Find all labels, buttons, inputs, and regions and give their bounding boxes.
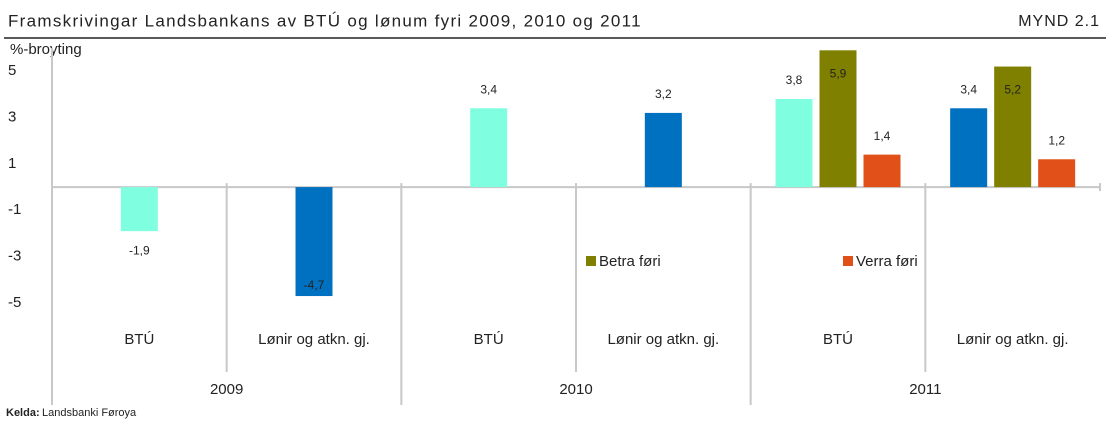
y-tick-label: -5 <box>8 294 21 311</box>
y-tick-label: -1 <box>8 201 21 218</box>
data-label: -1,9 <box>129 243 150 257</box>
x-tick-label: BTÚ <box>823 331 853 348</box>
x-tick-label: Lønir og atkn. gj. <box>957 331 1069 348</box>
source: Landsbanki Føroya <box>42 407 137 419</box>
data-label: 3,4 <box>480 82 497 96</box>
y-tick-label: 1 <box>8 155 16 172</box>
bar <box>950 108 988 188</box>
legend-swatch <box>586 256 596 266</box>
data-label: 5,9 <box>830 66 847 80</box>
x-group-label: 2010 <box>559 381 592 398</box>
data-label: 3,4 <box>960 82 977 96</box>
bar <box>120 187 158 232</box>
legend-swatch <box>843 256 853 266</box>
data-label: 3,2 <box>655 87 672 101</box>
bar <box>819 50 857 188</box>
x-tick-label: BTÚ <box>124 331 154 348</box>
data-label: 1,2 <box>1048 133 1065 147</box>
bar <box>775 99 813 188</box>
x-group-label: 2009 <box>210 381 243 398</box>
data-label: 3,8 <box>786 73 803 87</box>
bar <box>994 66 1032 188</box>
legend-label: Betra føri <box>599 253 661 270</box>
x-group-label: 2011 <box>909 381 941 398</box>
figure-label: MYND 2.1 <box>1018 13 1100 30</box>
y-tick-label: 3 <box>8 109 16 126</box>
bar <box>470 108 508 188</box>
x-tick-label: Lønir og atkn. gj. <box>258 331 370 348</box>
x-tick-label: BTÚ <box>474 331 504 348</box>
data-label: 1,4 <box>874 129 891 143</box>
legend-label: Verra føri <box>856 253 918 270</box>
bar <box>863 154 901 188</box>
bar <box>644 112 682 188</box>
x-tick-label: Lønir og atkn. gj. <box>607 331 719 348</box>
y-tick-label: -3 <box>8 248 21 265</box>
y-axis-label: %-broyting <box>10 41 82 58</box>
data-label: 5,2 <box>1004 83 1021 97</box>
bar <box>1038 159 1076 188</box>
source-label: Kelda: <box>6 407 40 419</box>
data-label: -4,7 <box>304 278 325 292</box>
bar <box>295 187 333 297</box>
y-tick-label: 5 <box>8 62 16 79</box>
chart-title: Framskrivingar Landsbankans av BTÚ og lø… <box>8 11 642 30</box>
